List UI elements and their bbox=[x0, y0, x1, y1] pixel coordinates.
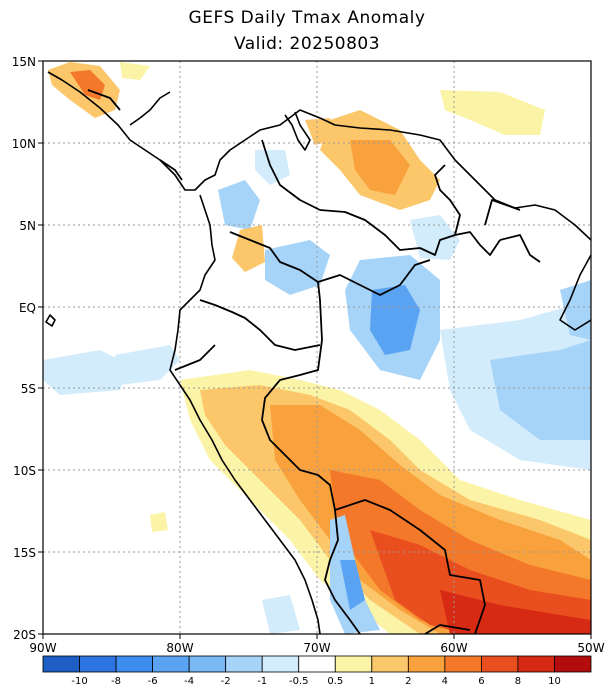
colorbar-swatch bbox=[444, 655, 482, 673]
colorbar-swatch bbox=[225, 655, 263, 673]
lat-label: EQ bbox=[19, 301, 36, 315]
colorbar-label: 1 bbox=[369, 676, 375, 687]
valid-date: Valid: 20250803 bbox=[233, 34, 381, 54]
colorbar-label: -8 bbox=[111, 676, 121, 687]
colorbar-label: -1 bbox=[257, 676, 267, 687]
colorbar-swatch bbox=[152, 655, 190, 673]
colorbar-swatch bbox=[79, 655, 117, 673]
colorbar-label: 6 bbox=[478, 676, 484, 687]
axis-ticks bbox=[38, 60, 592, 639]
colorbar-swatch bbox=[42, 655, 80, 673]
colorbar-label: -6 bbox=[148, 676, 158, 687]
country-borders bbox=[87, 89, 541, 634]
lon-label: 80W bbox=[166, 641, 193, 655]
colorbar: -10 -8 -6 -4 -2 -1 -0.5 0.5 1 2 4 6 8 10 bbox=[42, 655, 592, 687]
colorbar-swatch bbox=[554, 655, 592, 673]
colorbar-swatch bbox=[517, 655, 555, 673]
lat-label: 5S bbox=[21, 382, 36, 396]
colorbar-label: 10 bbox=[548, 676, 561, 687]
colorbar-swatch bbox=[115, 655, 153, 673]
colorbar-label: -0.5 bbox=[289, 676, 309, 687]
colorbar-label: 4 bbox=[442, 676, 448, 687]
lon-label: 90W bbox=[29, 641, 56, 655]
map-panel bbox=[43, 61, 591, 634]
lat-label: 10S bbox=[13, 464, 36, 478]
coastlines bbox=[45, 71, 591, 634]
lon-labels: 90W 80W 70W 60W 50W bbox=[29, 641, 604, 655]
colorbar-label: 0.5 bbox=[327, 676, 343, 687]
lon-label: 50W bbox=[577, 641, 604, 655]
colorbar-label: -4 bbox=[184, 676, 194, 687]
colorbar-swatch bbox=[480, 655, 519, 673]
lat-label: 20S bbox=[13, 628, 36, 642]
lat-label: 5N bbox=[19, 219, 36, 233]
colorbar-label: 8 bbox=[515, 676, 521, 687]
colorbar-swatch bbox=[298, 655, 336, 673]
colorbar-label: -10 bbox=[71, 676, 87, 687]
colorbar-swatch bbox=[188, 655, 227, 673]
colorbar-swatch bbox=[261, 655, 300, 673]
map-title: GEFS Daily Tmax Anomaly bbox=[188, 8, 426, 28]
colorbar-swatch bbox=[407, 655, 446, 673]
lon-label: 60W bbox=[440, 641, 467, 655]
lat-label: 15S bbox=[13, 546, 36, 560]
colorbar-label: 2 bbox=[405, 676, 411, 687]
colorbar-swatch bbox=[371, 655, 409, 673]
lat-label: 10N bbox=[12, 137, 36, 151]
anomaly-field bbox=[43, 61, 591, 634]
lat-labels: 15N 10N 5N EQ 5S 10S 15S 20S bbox=[12, 55, 36, 642]
colorbar-swatch bbox=[334, 655, 373, 673]
lat-label: 15N bbox=[12, 55, 36, 69]
colorbar-label: -2 bbox=[221, 676, 231, 687]
lon-label: 70W bbox=[303, 641, 330, 655]
